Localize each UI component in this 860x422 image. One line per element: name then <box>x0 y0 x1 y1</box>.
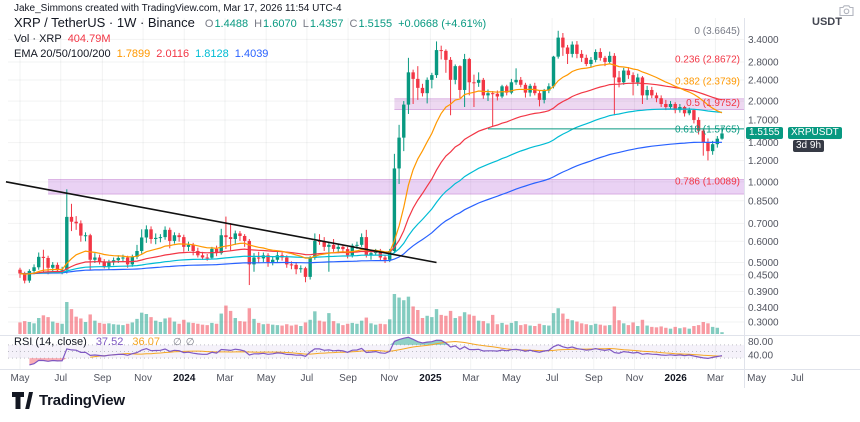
rsi-line <box>29 336 723 366</box>
svg-text:May: May <box>747 373 766 384</box>
svg-text:0.6000: 0.6000 <box>748 237 779 248</box>
symbol-badge[interactable]: XRPUSDT <box>788 127 842 139</box>
ema-value: 1.8128 <box>195 48 229 60</box>
svg-text:80.00: 80.00 <box>748 337 773 348</box>
change-value: +0.0668 (+4.61%) <box>398 18 487 30</box>
svg-text:40.00: 40.00 <box>748 350 773 361</box>
rsi-legend: RSI (14, close) 37.52 36.07 ∅ ∅ <box>14 336 194 348</box>
ema-values: 1.7899 2.0116 1.8128 1.4039 <box>117 47 275 61</box>
symbol-title[interactable]: XRP / TetherUS · 1W · Binance <box>14 15 195 30</box>
empty-plot-icon: ∅ <box>185 337 195 348</box>
svg-text:0.8500: 0.8500 <box>748 196 779 207</box>
trendline[interactable] <box>5 181 437 264</box>
svg-text:0.4500: 0.4500 <box>748 270 779 281</box>
close-value: 1.5155 <box>358 18 393 30</box>
ema-50-line <box>19 82 723 275</box>
svg-text:0.236 (2.8672): 0.236 (2.8672) <box>675 55 740 66</box>
ema-200-line <box>19 141 723 275</box>
svg-text:3.4000: 3.4000 <box>748 35 779 46</box>
open-label: O <box>204 18 214 30</box>
svg-text:2.0000: 2.0000 <box>748 97 779 108</box>
ema-layer <box>19 63 723 275</box>
rsi-value: 37.52 <box>95 336 124 348</box>
high-value: 1.6070 <box>263 18 297 30</box>
tradingview-logo[interactable]: TradingView <box>12 392 125 409</box>
ohlc-values: O1.4488 H1.6070 L1.4357 C1.5155 +0.0668 (+4.… <box>205 16 492 31</box>
svg-text:0 (3.6645): 0 (3.6645) <box>694 26 740 37</box>
svg-text:Mar: Mar <box>462 373 480 384</box>
rsi-ma-line <box>90 340 723 358</box>
svg-text:2025: 2025 <box>419 373 442 384</box>
svg-text:0.3400: 0.3400 <box>748 303 779 314</box>
price-axis-bg[interactable] <box>745 18 860 370</box>
chart-legend: XRP / TetherUS · 1W · Binance O1.4488 H1.… <box>14 16 492 62</box>
svg-text:1.2000: 1.2000 <box>748 156 779 167</box>
svg-text:0.786 (1.0089): 0.786 (1.0089) <box>675 176 740 187</box>
rsi-ma-value: 36.07 <box>132 336 160 348</box>
svg-text:Mar: Mar <box>216 373 234 384</box>
camera-glyph <box>839 5 854 17</box>
svg-text:Jul: Jul <box>546 373 559 384</box>
svg-text:0.3900: 0.3900 <box>748 287 779 298</box>
close-label: C <box>349 18 358 30</box>
svg-text:Jul: Jul <box>300 373 313 384</box>
svg-text:0.7000: 0.7000 <box>748 219 779 230</box>
svg-text:May: May <box>11 373 30 384</box>
ema-label[interactable]: EMA 20/50/100/200 <box>14 48 111 60</box>
tradingview-logotext: TradingView <box>39 392 125 409</box>
fib-05-band <box>394 98 744 110</box>
candles-layer[interactable] <box>18 30 724 286</box>
svg-text:Sep: Sep <box>93 373 111 384</box>
ema-20-line <box>19 63 723 275</box>
svg-text:2024: 2024 <box>173 373 196 384</box>
svg-text:2.4000: 2.4000 <box>748 75 779 86</box>
svg-text:Nov: Nov <box>134 373 152 384</box>
ema-value: 2.0116 <box>156 48 190 60</box>
svg-text:1.7000: 1.7000 <box>748 116 779 127</box>
ema-100-line <box>19 108 723 275</box>
attribution-text: Jake_Simmons created with TradingView.co… <box>14 3 342 14</box>
svg-text:0.5000: 0.5000 <box>748 258 779 269</box>
svg-text:Nov: Nov <box>380 373 398 384</box>
svg-text:May: May <box>502 373 521 384</box>
svg-text:Sep: Sep <box>339 373 357 384</box>
rsi-empty-glyphs: ∅ ∅ <box>169 336 194 348</box>
svg-text:Nov: Nov <box>626 373 644 384</box>
svg-text:Jul: Jul <box>791 373 804 384</box>
svg-text:0.3000: 0.3000 <box>748 317 779 328</box>
empty-plot-icon: ∅ <box>173 337 182 348</box>
volume-value: 404.79M <box>67 33 111 45</box>
last-price-badge[interactable]: 1.5155 <box>746 127 783 139</box>
svg-text:Mar: Mar <box>707 373 725 384</box>
bar-countdown-badge: 3d 9h <box>793 140 825 152</box>
volume-layer <box>18 294 724 334</box>
svg-text:Jul: Jul <box>54 373 67 384</box>
ema-value: 1.7899 <box>116 48 151 60</box>
low-label: L <box>302 18 309 30</box>
svg-text:May: May <box>257 373 276 384</box>
ema-value: 1.4039 <box>234 48 269 60</box>
svg-text:2026: 2026 <box>665 373 688 384</box>
time-axis-labels[interactable]: May Jul Sep Nov 2024 Mar May Jul Sep Nov 2025 Mar Ma… <box>11 373 804 384</box>
svg-text:2.8000: 2.8000 <box>748 58 779 69</box>
open-value: 1.4488 <box>214 18 249 30</box>
svg-text:1.0000: 1.0000 <box>748 177 779 188</box>
rsi-layer <box>8 336 744 366</box>
camera-icon[interactable] <box>839 4 854 22</box>
low-value: 1.4357 <box>309 18 344 30</box>
svg-text:0.382 (2.3739): 0.382 (2.3739) <box>675 77 740 88</box>
svg-text:0.5 (1.9752): 0.5 (1.9752) <box>686 98 740 109</box>
svg-text:0.618 (1.5765): 0.618 (1.5765) <box>675 124 740 135</box>
svg-text:Sep: Sep <box>585 373 603 384</box>
currency-label[interactable]: USDT <box>812 16 842 28</box>
high-label: H <box>254 18 263 30</box>
fib-level-labels: 0 (3.6645) 0.236 (2.8672) 0.382 (2.3739) 0.… <box>675 26 740 187</box>
rsi-label[interactable]: RSI (14, close) <box>14 336 87 348</box>
tradingview-logomark <box>12 392 33 409</box>
price-axis-labels[interactable]: 3.4000 2.8000 2.4000 2.0000 1.7000 1.4000 1.20… <box>748 35 779 361</box>
svg-text:1.4000: 1.4000 <box>748 138 779 149</box>
volume-label[interactable]: Vol · XRP <box>14 33 62 45</box>
